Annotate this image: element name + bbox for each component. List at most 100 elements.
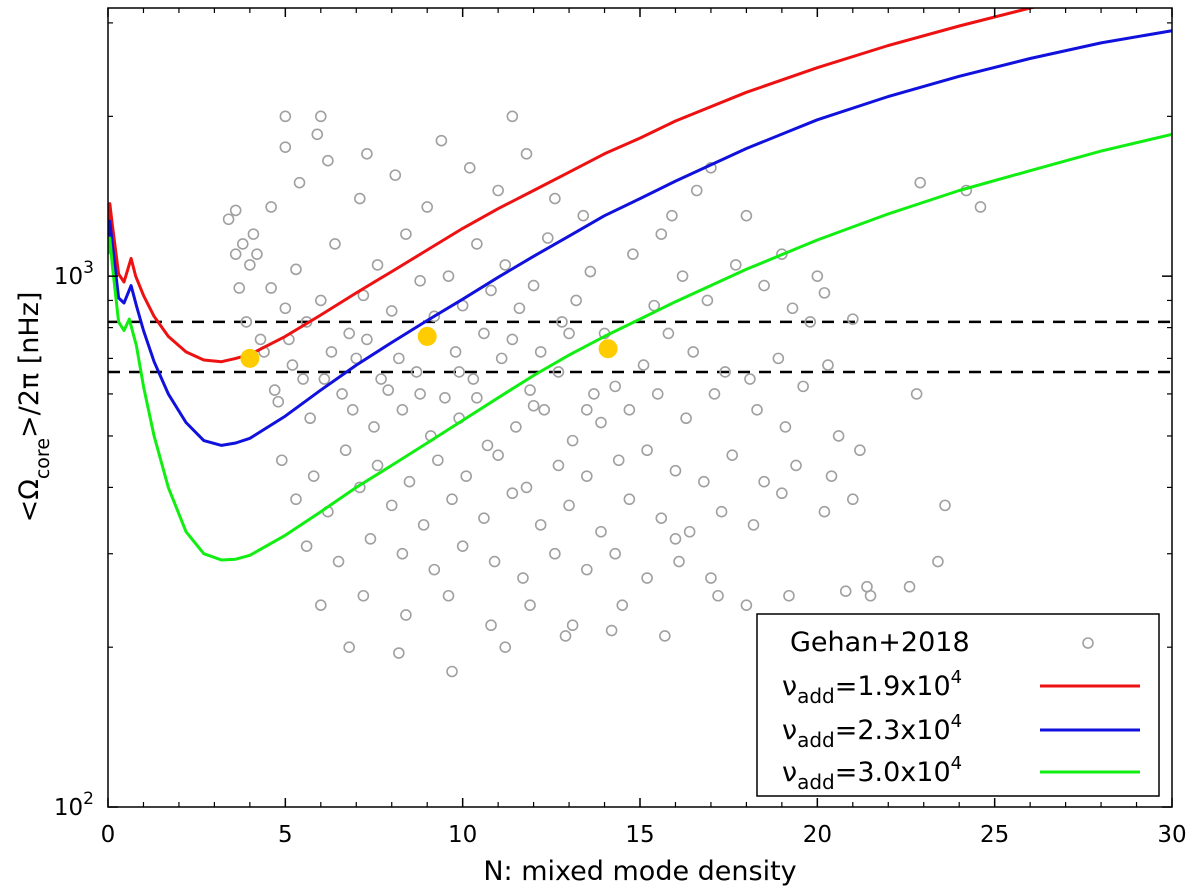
scatter-point (439, 391, 451, 404)
scatter-point (485, 284, 497, 297)
x-tick-label: 20 (803, 822, 832, 848)
scatter-point (307, 470, 320, 482)
scatter-point (421, 201, 434, 213)
scatter-point (446, 665, 458, 678)
scatter-point (563, 327, 575, 340)
scatter-point (549, 547, 561, 560)
scatter-point (293, 176, 306, 189)
scatter-point (275, 454, 288, 467)
scatter-point (410, 366, 423, 378)
scatter-point (371, 459, 384, 472)
scatter-point (453, 366, 465, 378)
scatter-point (527, 279, 540, 292)
scatter-point (471, 238, 483, 250)
scatter-point (414, 275, 426, 287)
scatter-point (662, 327, 675, 340)
scatter-point (265, 201, 277, 213)
scatter-point (495, 352, 508, 365)
scatter-point (222, 213, 235, 226)
scatter-point (329, 238, 341, 250)
scatter-point (627, 248, 639, 260)
scatter-point (559, 630, 572, 642)
scatter-point (460, 470, 473, 482)
scatter-point (520, 481, 533, 494)
series-line-3 (108, 132, 1172, 562)
scatter-point (471, 391, 483, 404)
scatter-point (932, 555, 944, 568)
scatter-point (825, 470, 838, 482)
y-axis-label: <Ωcore>/2π [nHz] (14, 292, 54, 523)
highlight-point-3 (598, 339, 618, 359)
scatter-point (272, 395, 285, 408)
scatter-point (683, 525, 696, 538)
scatter-point (268, 384, 281, 396)
scatter-point (346, 404, 359, 416)
scatter-point (584, 265, 597, 278)
scatter-point (729, 259, 742, 271)
scatter-point (616, 599, 629, 611)
scatter-point (290, 493, 302, 506)
scatter-point (322, 154, 334, 167)
scatter-point (247, 228, 260, 240)
scatter-point (396, 547, 409, 560)
scatter-point (385, 499, 398, 512)
scatter-point (818, 505, 831, 518)
scatter-point (488, 555, 501, 568)
legend: Gehan+2018 νadd=1.9x104νadd=2.3x104νadd=3… (756, 613, 1160, 797)
series-line-1 (108, 8, 1038, 364)
scatter-point (389, 169, 402, 181)
scatter-point (651, 388, 664, 400)
scatter-point (400, 228, 412, 240)
scatter-point (605, 624, 618, 637)
x-tick-label: 0 (101, 822, 116, 848)
scatter-point (364, 533, 377, 545)
scatter-point (566, 619, 579, 632)
scatter-point (538, 404, 551, 416)
scatter-point (818, 287, 831, 299)
scatter-point (332, 555, 345, 568)
scatter-point (300, 540, 313, 552)
scatter-point (517, 572, 529, 584)
scatter-point (659, 630, 671, 642)
scatter-point (385, 305, 398, 317)
scatter-point (612, 454, 625, 467)
scatter-point (233, 282, 246, 294)
scatter-point (286, 359, 299, 371)
scatter-point (290, 263, 302, 276)
y-axis-ticks: 102 103 (54, 22, 1172, 821)
scatter-point (382, 384, 394, 396)
scatter-point (513, 302, 526, 315)
scatter-point (914, 176, 926, 189)
scatter-point (566, 434, 579, 447)
scatter-point (339, 444, 352, 457)
scatter-point (609, 547, 621, 560)
scatter-point (595, 416, 607, 429)
scatter-point (478, 327, 490, 340)
scatter-point (786, 302, 799, 315)
scatter-point (549, 192, 561, 205)
scatter-point (428, 310, 441, 323)
scatter-point (595, 525, 607, 538)
scatter-point (325, 346, 338, 358)
scatter-point (719, 366, 731, 378)
scatter-point (680, 412, 692, 425)
scatter-point (772, 352, 785, 365)
scatter-point (939, 499, 951, 512)
highlight-point-2 (417, 326, 437, 346)
scatter-point (481, 439, 494, 452)
scatter-point (854, 444, 866, 457)
scatter-point (428, 563, 441, 576)
scatter-point (758, 475, 770, 488)
scatter-point (673, 555, 685, 568)
series-line-2 (108, 29, 1172, 447)
scatter-point (541, 232, 554, 244)
scatter-point (577, 209, 590, 222)
scatter-point (701, 294, 714, 307)
scatter-point (524, 384, 536, 396)
scatter-point (432, 454, 444, 467)
scatter-point (396, 404, 409, 416)
scatter-point (846, 313, 859, 325)
legend-label-2: νadd=2.3x104 (782, 711, 962, 752)
scatter-point (336, 388, 348, 400)
scatter-point (314, 599, 327, 611)
